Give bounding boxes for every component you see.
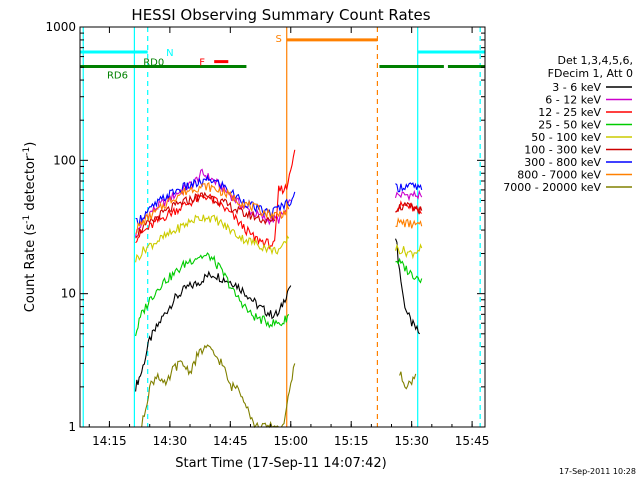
- x-tick-label-3: 15:00: [273, 434, 308, 448]
- series-5-segment-1: [395, 201, 423, 215]
- footer-date: 17-Sep-2011 10:28: [559, 467, 636, 476]
- annotation-n: N: [166, 48, 173, 59]
- y-tick-label-2: 100: [53, 153, 76, 167]
- x-axis-label: Start Time (17-Sep-11 14:07:42): [175, 456, 386, 471]
- legend-label-7: 800 - 7000 keV: [517, 169, 601, 182]
- series-7-segment-1: [395, 217, 423, 229]
- y-axis-label-end: ): [23, 142, 38, 147]
- series-4-segment-0: [135, 214, 290, 263]
- y-tick-label-3: 1000: [45, 20, 76, 34]
- y-axis-ticks: 1 10 100 1000: [45, 20, 485, 434]
- y-axis-label-sup2: -1: [22, 147, 32, 156]
- series-1-segment-1: [394, 189, 423, 202]
- annotation-s: S: [275, 34, 281, 45]
- y-tick-label-1: 10: [61, 287, 76, 301]
- legend-label-3: 25 - 50 keV: [538, 119, 601, 132]
- series-7-segment-0: [135, 181, 290, 235]
- legend-label-2: 12 - 25 keV: [538, 106, 601, 119]
- x-tick-label-5: 15:30: [394, 434, 429, 448]
- y-axis-label-mid: detector: [23, 155, 38, 215]
- x-axis-ticks: 14:15 14:30 14:45 15:00 15:15 15:30 15:45: [88, 27, 490, 448]
- series-6-segment-0: [135, 174, 296, 226]
- legend-label-6: 300 - 800 keV: [524, 156, 601, 169]
- legend-label-4: 50 - 100 keV: [531, 131, 601, 144]
- series-0-segment-0: [135, 270, 292, 392]
- legend-label-1: 6 - 12 keV: [545, 94, 601, 107]
- y-axis-label: Count Rate (s-1 detector-1): [22, 142, 38, 313]
- x-tick-label-2: 14:45: [213, 434, 248, 448]
- series-8-segment-1: [399, 371, 417, 390]
- series-8-segment-0: [141, 344, 296, 429]
- x-tick-label-0: 14:15: [92, 434, 127, 448]
- legend: Det 1,3,4,5,6, FDecim 1, Att 0 3 - 6 keV…: [503, 54, 633, 194]
- series-4-segment-1: [394, 243, 423, 260]
- annotation-rd6: RD6: [107, 71, 128, 82]
- legend-label-8: 7000 - 20000 keV: [503, 181, 601, 194]
- legend-label-5: 100 - 300 keV: [524, 144, 601, 157]
- legend-header-line-2: FDecim 1, Att 0: [548, 67, 633, 80]
- annotation-f: F: [199, 58, 205, 69]
- series-3-segment-0: [135, 252, 290, 337]
- series-2-segment-0: [135, 149, 296, 250]
- series-5-segment-0: [135, 191, 276, 239]
- y-tick-label-0: 1: [68, 420, 76, 434]
- plot-frame: [79, 26, 486, 428]
- series-3-segment-1: [395, 257, 423, 284]
- legend-header-line-1: Det 1,3,4,5,6,: [557, 54, 633, 67]
- series-6-segment-1: [395, 182, 423, 193]
- x-tick-label-4: 15:15: [334, 434, 369, 448]
- series-1-segment-0: [135, 168, 291, 238]
- y-axis-label-sup1: -1: [22, 215, 32, 224]
- x-tick-label-6: 15:45: [455, 434, 490, 448]
- y-axis-label-main: Count Rate (s: [23, 224, 38, 313]
- legend-label-0: 3 - 6 keV: [552, 81, 601, 94]
- annotation-rd0: RD0: [143, 58, 164, 69]
- x-tick-label-1: 14:30: [153, 434, 188, 448]
- series-0-segment-1: [394, 238, 421, 335]
- chart-title: HESSI Observing Summary Count Rates: [131, 6, 430, 24]
